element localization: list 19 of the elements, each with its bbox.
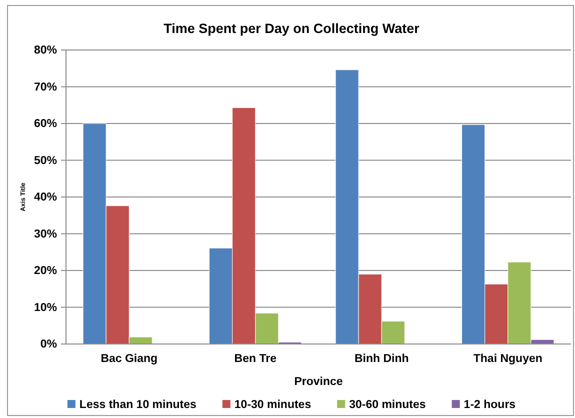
y-tick-label: 70% — [34, 81, 57, 94]
legend-label: 10-30 minutes — [234, 399, 312, 411]
y-tick-label: 10% — [34, 302, 57, 314]
y-tick-label: 50% — [34, 154, 57, 167]
chart-title: Time Spent per Day on Collecting Water — [164, 21, 420, 36]
legend-label: 1-2 hours — [464, 399, 516, 411]
x-tick-label: Bac Giang — [100, 353, 158, 366]
x-tick-label: Ben Tre — [234, 353, 276, 366]
x-tick-label: Binh Dinh — [354, 353, 409, 366]
y-tick-label: 20% — [34, 265, 57, 278]
x-axis-title: Province — [294, 376, 343, 388]
y-tick-label: 60% — [34, 118, 57, 130]
x-tick-label: Thai Nguyen — [473, 353, 542, 366]
y-tick-label: 40% — [34, 192, 57, 204]
y-tick-label: 30% — [34, 228, 57, 240]
legend-label: Less than 10 minutes — [79, 399, 196, 411]
y-tick-label: 80% — [34, 44, 57, 57]
legend-label: 30-60 minutes — [349, 399, 426, 411]
y-tick-label: 0% — [40, 338, 57, 351]
